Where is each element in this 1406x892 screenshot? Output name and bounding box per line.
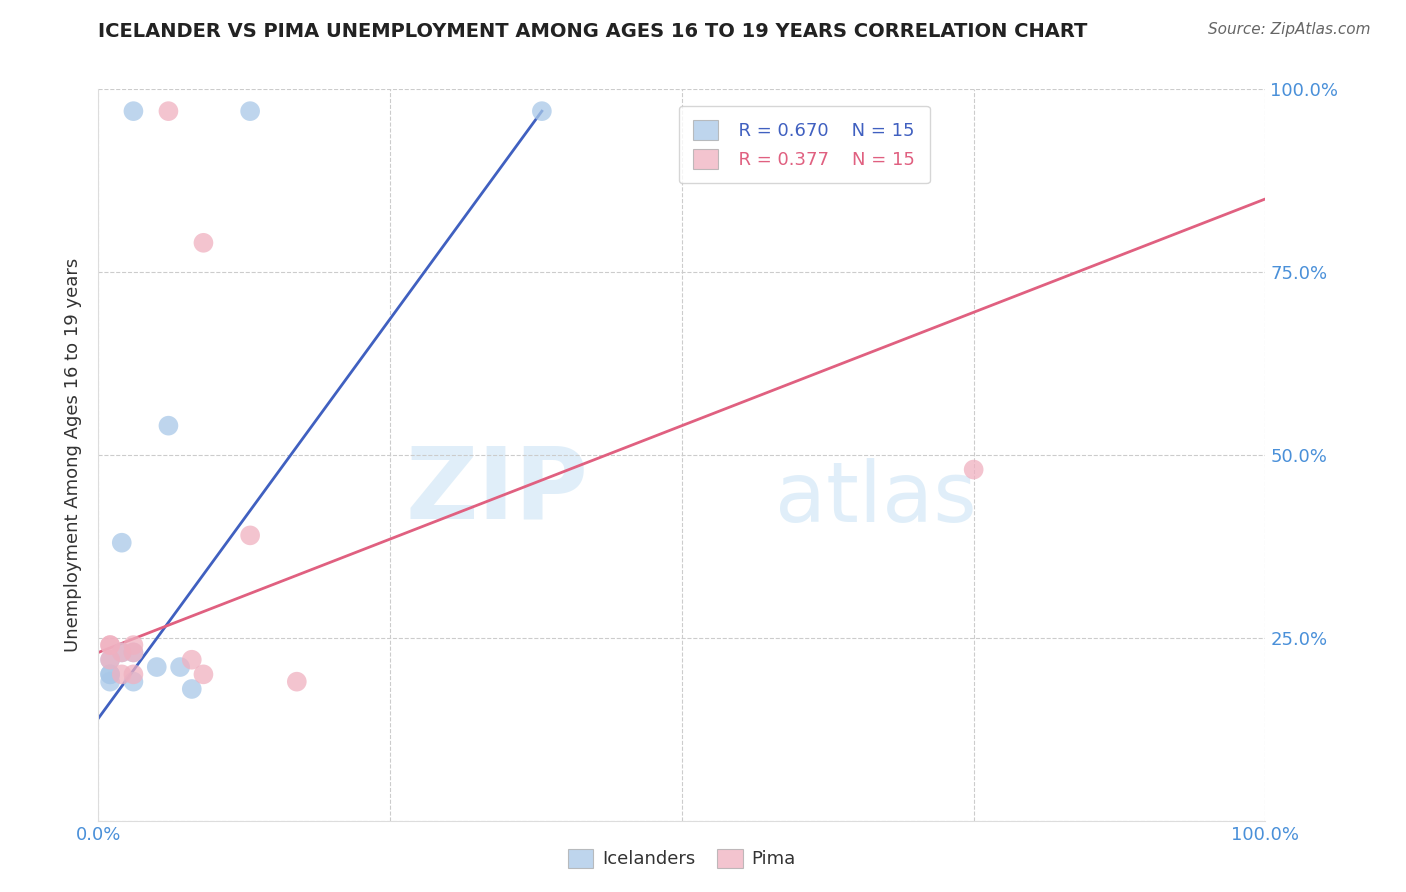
Point	[285, 674, 308, 689]
Point	[169, 660, 191, 674]
Point	[193, 667, 215, 681]
Point	[530, 104, 553, 119]
Point	[157, 104, 180, 119]
Y-axis label: Unemployment Among Ages 16 to 19 years: Unemployment Among Ages 16 to 19 years	[65, 258, 83, 652]
Point	[180, 653, 202, 667]
Legend: Icelanders, Pima: Icelanders, Pima	[560, 839, 804, 878]
Point	[111, 645, 134, 659]
Point	[98, 653, 121, 667]
Point	[98, 653, 121, 667]
Point	[98, 667, 121, 681]
Point	[98, 674, 121, 689]
Point	[122, 667, 145, 681]
Point	[157, 418, 180, 433]
Point	[239, 104, 262, 119]
Point	[193, 235, 215, 250]
Point	[98, 638, 121, 652]
Point	[111, 535, 134, 549]
Text: Source: ZipAtlas.com: Source: ZipAtlas.com	[1208, 22, 1371, 37]
Point	[122, 674, 145, 689]
Point	[98, 638, 121, 652]
Text: ICELANDER VS PIMA UNEMPLOYMENT AMONG AGES 16 TO 19 YEARS CORRELATION CHART: ICELANDER VS PIMA UNEMPLOYMENT AMONG AGE…	[98, 22, 1088, 41]
Point	[111, 667, 134, 681]
Point	[146, 660, 169, 674]
Point	[111, 645, 134, 659]
Point	[122, 104, 145, 119]
Point	[98, 667, 121, 681]
Point	[122, 638, 145, 652]
Point	[122, 645, 145, 659]
Point	[239, 528, 262, 542]
Point	[122, 645, 145, 659]
Point	[180, 681, 202, 696]
Text: ZIP: ZIP	[406, 443, 589, 540]
Text: atlas: atlas	[775, 458, 977, 540]
Point	[962, 462, 984, 476]
